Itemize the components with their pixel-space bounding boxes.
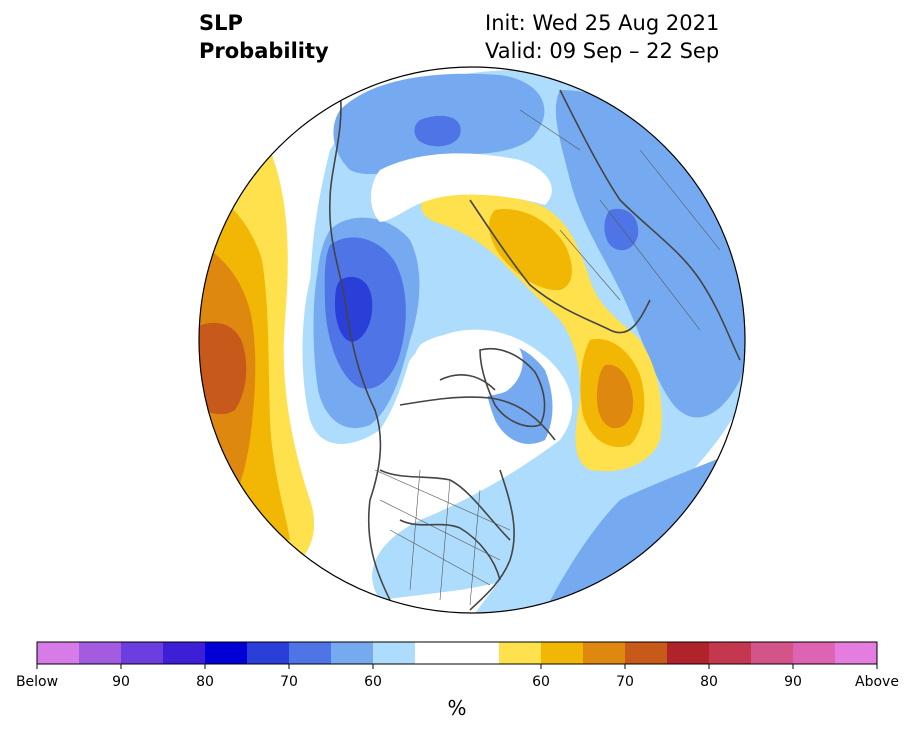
title-product: Probability: [199, 39, 329, 63]
above-normal-70-europe: [596, 364, 634, 429]
colorbar-swatch: [835, 642, 878, 664]
colorbar-swatch: [205, 642, 248, 664]
colorbar-swatch: [37, 642, 80, 664]
colorbar-swatch: [583, 642, 626, 664]
colorbar-swatch: [121, 642, 164, 664]
colorbar-swatch: [457, 642, 500, 664]
colorbar-swatch: [163, 642, 206, 664]
colorbar-swatch: [667, 642, 710, 664]
valid-date: Valid: 09 Sep – 22 Sep: [485, 39, 720, 63]
colorbar-tick-label: 70: [280, 674, 298, 690]
colorbar-swatch: [793, 642, 836, 664]
coastlines: [328, 89, 741, 611]
colorbar-swatch: [541, 642, 584, 664]
title-variable: SLP: [199, 11, 243, 35]
colorbar-swatch: [499, 642, 542, 664]
colorbar-frame: [36, 641, 878, 665]
below-normal-70-north: [414, 115, 461, 147]
colorbar-tick-label: 90: [784, 674, 802, 690]
colorbar-swatch: [709, 642, 752, 664]
colorbar-swatch: [625, 642, 668, 664]
date-block: Init: Wed 25 Aug 2021 Valid: 09 Sep – 22…: [485, 9, 719, 65]
colorbar-tick-label: 70: [616, 674, 634, 690]
colorbar-tick-label: 90: [112, 674, 130, 690]
colorbar-tick-label: 80: [196, 674, 214, 690]
colorbar-swatch: [247, 642, 290, 664]
colorbar-swatch: [331, 642, 374, 664]
colorbar-swatch: [751, 642, 794, 664]
colorbar-swatch: [289, 642, 332, 664]
colorbar-tick-label: Above: [855, 674, 899, 690]
probability-field: [199, 67, 745, 613]
colorbar-unit: %: [447, 696, 467, 720]
borders: [374, 109, 721, 606]
colorbar-tick-label: 60: [532, 674, 550, 690]
colorbar: [36, 641, 878, 669]
colorbar-tick-label: 60: [364, 674, 382, 690]
colorbar-tick-label: 80: [700, 674, 718, 690]
map-boundary: [198, 66, 746, 614]
colorbar-swatch: [415, 642, 458, 664]
title-block: SLP Probability: [199, 9, 329, 65]
colorbar-swatch: [373, 642, 416, 664]
below-normal-70-east: [604, 208, 639, 251]
near-normal-arctic: [371, 153, 552, 222]
init-date: Init: Wed 25 Aug 2021: [485, 11, 720, 35]
near-normal-polar: [414, 333, 523, 398]
colorbar-tick-label: Below: [15, 674, 59, 690]
colorbar-swatch: [79, 642, 122, 664]
above-normal-65-eurasia: [488, 209, 572, 291]
